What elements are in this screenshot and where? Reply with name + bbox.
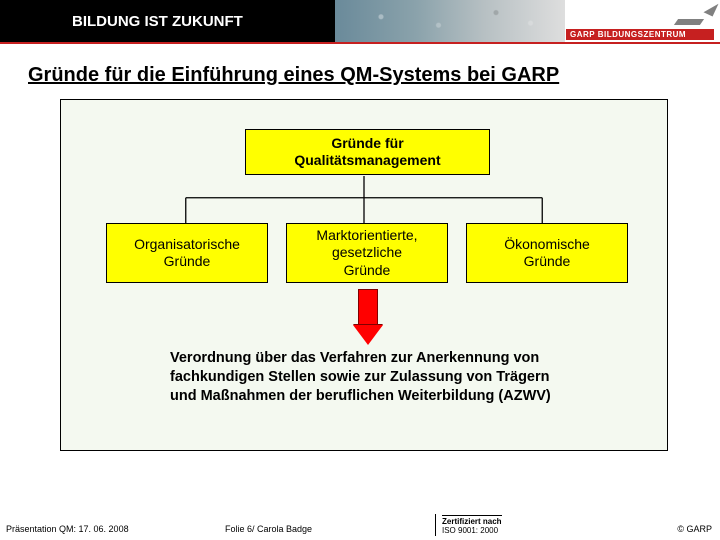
root-line2: Qualitätsmanagement xyxy=(294,152,440,168)
footer-cert: Zertifiziert nach ISO 9001: 2000 xyxy=(435,514,502,536)
root-node: Gründe für Qualitätsmanagement xyxy=(245,129,490,175)
child3-line2: Gründe xyxy=(524,253,571,269)
header-brand-block: GARP BILDUNGSZENTRUM xyxy=(565,0,720,42)
footer-right: © GARP xyxy=(677,524,712,534)
child2-line2: gesetzliche xyxy=(332,244,402,260)
emphasis-arrow-icon xyxy=(353,289,383,345)
footer-mid: Folie 6/ Carola Badge xyxy=(225,524,312,534)
brand-name: GARP BILDUNGSZENTRUM xyxy=(566,29,714,40)
child2-line3: Gründe xyxy=(344,262,391,278)
header: BILDUNG IST ZUKUNFT GARP BILDUNGSZENTRUM xyxy=(0,0,720,42)
cert-line2: ISO 9001: 2000 xyxy=(442,526,502,535)
diagram: Gründe für Qualitätsmanagement Organisat… xyxy=(60,99,668,451)
callout-text: Verordnung über das Verfahren zur Anerke… xyxy=(170,349,580,406)
brand-arrow-icon xyxy=(672,3,714,29)
cert-line1: Zertifiziert nach xyxy=(442,515,502,526)
child-node-1: Organisatorische Gründe xyxy=(106,223,268,283)
child2-line1: Marktorientierte, xyxy=(316,227,417,243)
footer-left: Präsentation QM: 17. 06. 2008 xyxy=(6,524,129,534)
header-tagline: BILDUNG IST ZUKUNFT xyxy=(0,0,335,42)
child-node-2: Marktorientierte, gesetzliche Gründe xyxy=(286,223,448,283)
child-node-3: Ökonomische Gründe xyxy=(466,223,628,283)
header-rule xyxy=(0,42,720,44)
slide-title: Gründe für die Einführung eines QM-Syste… xyxy=(28,64,720,87)
header-decor xyxy=(335,0,565,42)
child3-line1: Ökonomische xyxy=(504,236,590,252)
child1-line1: Organisatorische xyxy=(134,236,240,252)
root-line1: Gründe für xyxy=(331,135,403,151)
child1-line2: Gründe xyxy=(164,253,211,269)
